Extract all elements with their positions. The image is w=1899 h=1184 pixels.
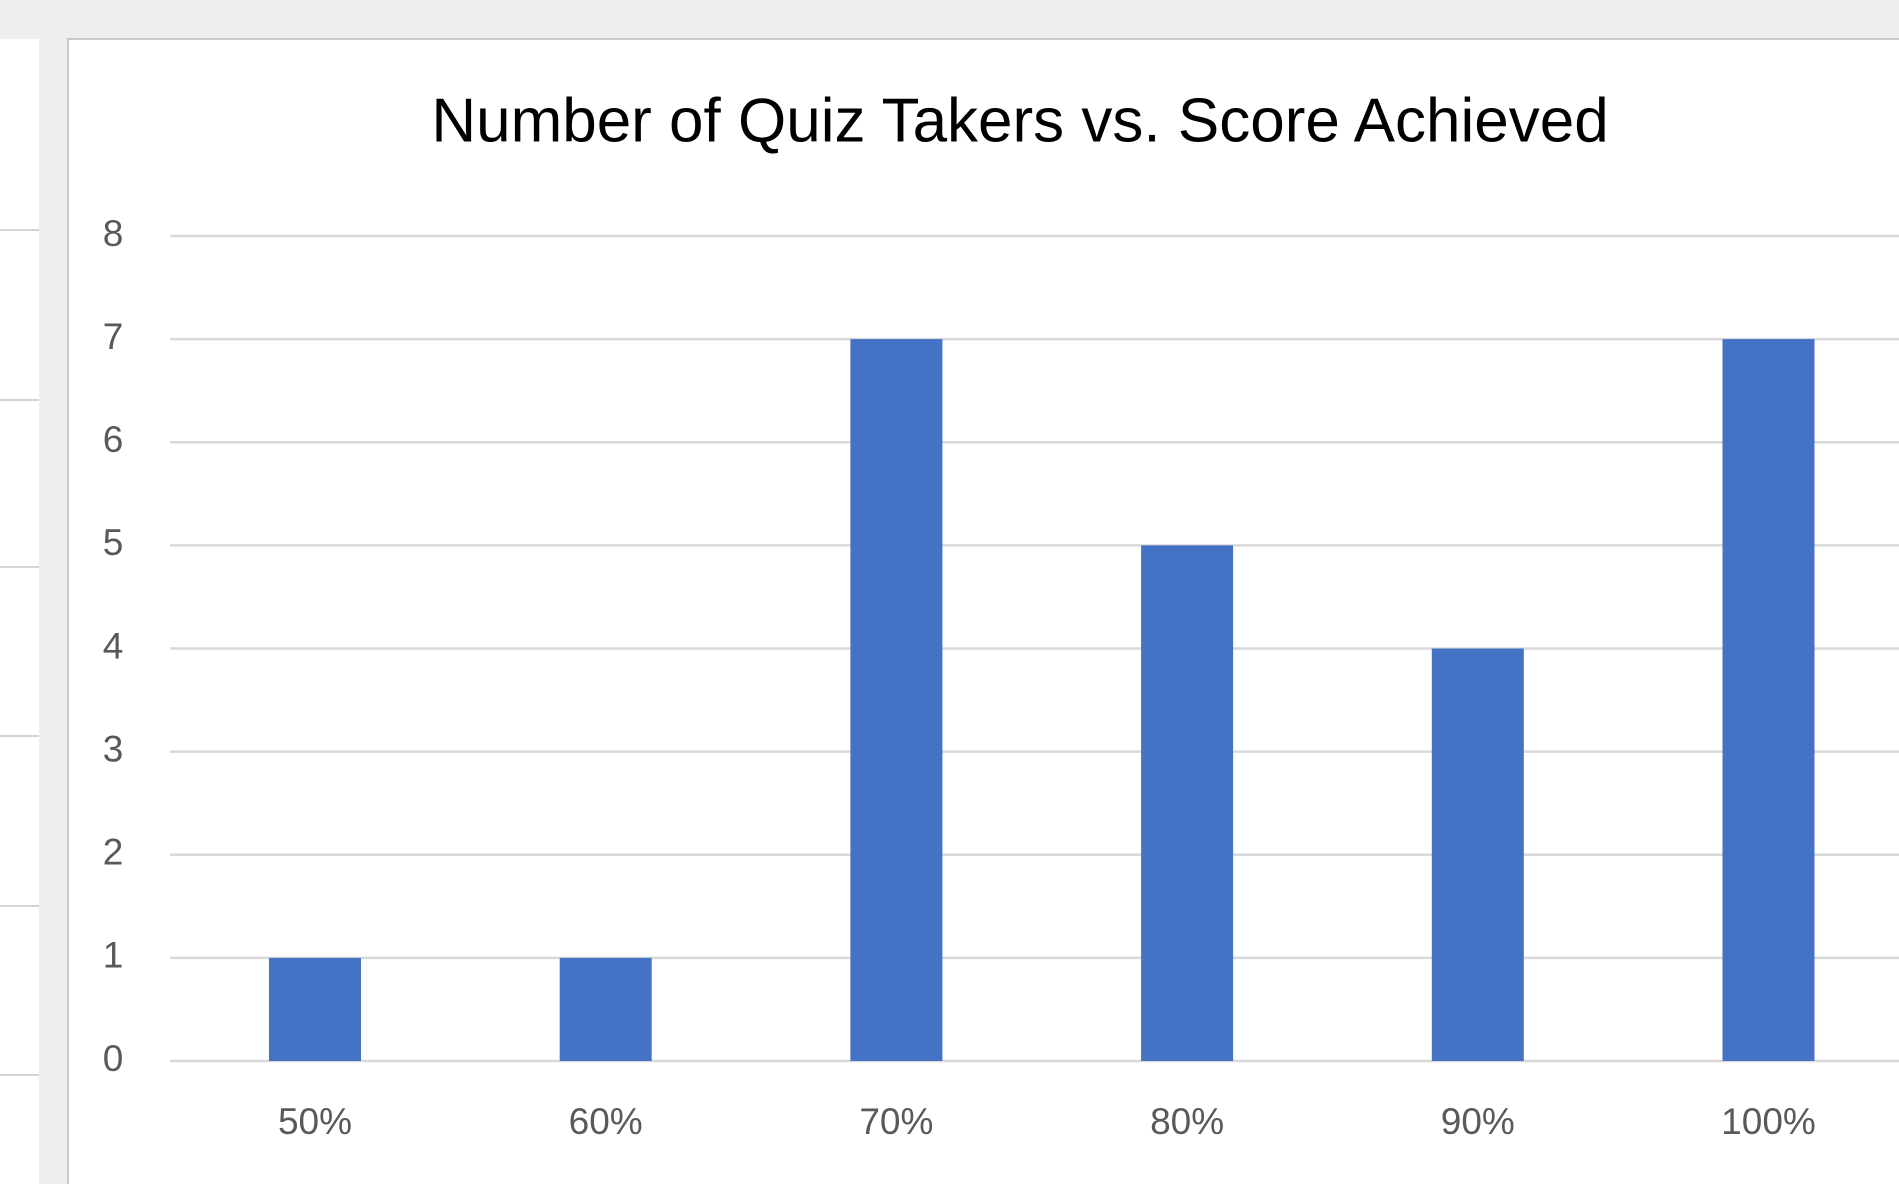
chart-title: Number of Quiz Takers vs. Score Achieved bbox=[431, 86, 1608, 155]
y-tick-label: 8 bbox=[103, 213, 124, 254]
y-tick-label: 3 bbox=[103, 728, 124, 769]
y-tick-label: 5 bbox=[103, 522, 124, 563]
sheet-strip bbox=[0, 39, 39, 1184]
x-tick-label: 50% bbox=[278, 1101, 352, 1142]
x-tick-label: 60% bbox=[569, 1101, 643, 1142]
bar bbox=[1141, 545, 1234, 1061]
bars bbox=[269, 339, 1815, 1061]
x-tick-label: 80% bbox=[1150, 1101, 1224, 1142]
y-tick-label: 0 bbox=[103, 1038, 124, 1079]
y-tick-label: 2 bbox=[103, 832, 124, 873]
bar bbox=[1722, 339, 1815, 1061]
bar bbox=[269, 957, 361, 1061]
y-tick-label: 4 bbox=[103, 625, 124, 666]
y-tick-label: 7 bbox=[103, 316, 124, 357]
y-tick-label: 1 bbox=[103, 935, 124, 976]
bar bbox=[1431, 648, 1524, 1061]
x-tick-label: 70% bbox=[859, 1101, 933, 1142]
bar bbox=[850, 339, 943, 1061]
y-tick-label: 6 bbox=[103, 419, 124, 460]
x-tick-label: 100% bbox=[1721, 1101, 1816, 1142]
chart-panel[interactable] bbox=[67, 38, 1899, 1184]
x-tick-label: 90% bbox=[1441, 1101, 1515, 1142]
bar bbox=[559, 957, 652, 1061]
sheet-cell-lines bbox=[0, 229, 39, 1076]
grid: 0 1 2 3 4 5 6 7 8 50% 60% 70% 80% 90% 100% bbox=[103, 213, 1899, 1142]
